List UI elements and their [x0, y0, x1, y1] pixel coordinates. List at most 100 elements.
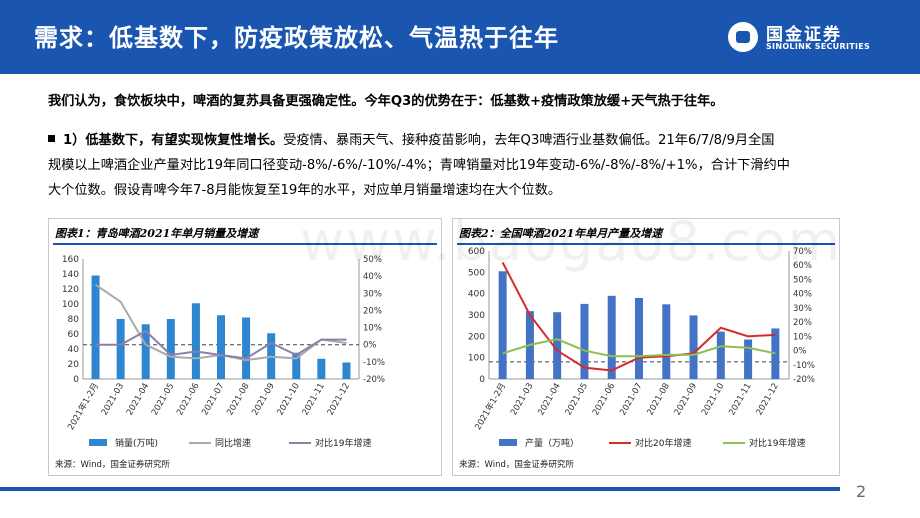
- y-tick-label-left: 500: [468, 268, 485, 278]
- bar: [662, 304, 671, 379]
- y-tick-label-right: -10%: [363, 358, 385, 368]
- x-tick-label: 2021-05: [150, 382, 176, 418]
- x-tick-label: 2021-10: [275, 382, 301, 418]
- bar: [317, 358, 326, 379]
- y-tick-label-left: 0: [73, 375, 79, 385]
- bar: [217, 315, 225, 379]
- y-tick-label-left: 200: [468, 332, 485, 342]
- bar: [342, 362, 351, 379]
- x-tick-label: 2021-09: [673, 382, 699, 418]
- legend-label: 同比增速: [215, 437, 251, 449]
- y-tick-label-right: -10%: [793, 361, 815, 371]
- y-tick-label-left: 40: [68, 345, 80, 355]
- bar: [580, 303, 589, 379]
- x-tick-label: 2021年1-2月: [65, 381, 101, 432]
- x-tick-label: 2021-07: [618, 382, 644, 418]
- logo-text-en: SINOLINK SECURITIES: [766, 42, 871, 51]
- y-tick-label-right: 50%: [793, 275, 812, 285]
- legend-label: 产量（万吨）: [525, 437, 579, 449]
- y-tick-label-right: 0%: [363, 341, 377, 351]
- slide-header: 需求：低基数下，防疫政策放松、气温热于往年 国金证券 SINOLINK SECU…: [0, 0, 920, 74]
- chart-title: 图表2：全国啤酒2021年单月产量及增速: [459, 227, 663, 240]
- bar: [166, 319, 175, 379]
- chart-national-output: 0 100 200 300 400 500 600 -20% -10% 0% 10% 20% 30% 40…: [468, 247, 815, 449]
- y-tick-label-left: 120: [62, 285, 79, 295]
- y-tick-label-right: 40%: [363, 272, 382, 282]
- y-tick-label-left: 80: [68, 315, 80, 325]
- series-line: [502, 338, 776, 358]
- y-tick-label-right: 10%: [793, 332, 812, 342]
- bar: [716, 331, 725, 379]
- x-tick-label: 2021-08: [645, 382, 671, 418]
- legend-label: 销量(万吨): [115, 437, 158, 449]
- y-tick-label-left: 160: [62, 255, 79, 265]
- y-tick-label-right: 60%: [793, 261, 812, 271]
- y-tick-label-right: 20%: [363, 306, 382, 316]
- y-tick-label-right: 70%: [793, 247, 812, 257]
- chart-source: 来源：Wind，国金证券研究所: [459, 460, 574, 470]
- title-underline: [53, 243, 437, 245]
- y-tick-label-right: -20%: [363, 375, 385, 385]
- y-tick-label-left: 140: [62, 270, 79, 280]
- legend-label: 对比20年增速: [635, 437, 691, 449]
- bar: [689, 315, 698, 379]
- bullet-line-1: 1）低基数下，有望实现恢复性增长。受疫情、暴雨天气、接种疫苗影响，去年Q3啤酒行…: [48, 128, 888, 153]
- legend-swatch-bar: [499, 439, 517, 446]
- x-tick-label: 2021-06: [591, 382, 617, 418]
- y-tick-label-right: -20%: [793, 375, 815, 385]
- x-tick-label: 2021-03: [100, 382, 126, 418]
- bullet-paragraph: 1）低基数下，有望实现恢复性增长。受疫情、暴雨天气、接种疫苗影响，去年Q3啤酒行…: [48, 128, 888, 203]
- x-tick-label: 2021-12: [326, 382, 352, 418]
- title-underline: [457, 243, 835, 245]
- y-tick-label-right: 50%: [363, 255, 382, 265]
- page-number: 2: [856, 482, 867, 501]
- x-tick-label: 2021-11: [727, 382, 753, 418]
- chart-panel-tsingtao: 图表1：青岛啤酒2021年单月销量及增速 0 20 40 60 80 100 120 140 1…: [48, 218, 442, 476]
- legend-swatch-bar: [89, 439, 107, 446]
- legend-label: 对比19年增速: [315, 437, 371, 449]
- y-tick-label-right: 30%: [363, 289, 382, 299]
- company-logo: 国金证券 SINOLINK SECURITIES: [728, 20, 888, 60]
- y-tick-label-left: 300: [468, 311, 485, 321]
- legend-label: 对比19年增速: [749, 437, 805, 449]
- y-tick-label-left: 100: [468, 354, 485, 364]
- chart-tsingtao-sales: 0 20 40 60 80 100 120 140 160 -20% -10% 0% 10% 20% 30%…: [62, 255, 385, 449]
- bar: [771, 328, 780, 379]
- x-tick-label: 2021-09: [250, 382, 276, 418]
- x-tick-label: 2021-12: [755, 382, 781, 418]
- bullet-line-2: 规模以上啤酒企业产量对比19年同口径变动-8%/-6%/-10%/-4%；青啤销…: [48, 158, 790, 173]
- x-tick-label: 2021-06: [175, 382, 201, 418]
- y-tick-label-right: 0%: [793, 347, 807, 357]
- y-tick-label-right: 20%: [793, 318, 812, 328]
- bar: [116, 319, 125, 379]
- y-tick-label-right: 10%: [363, 324, 382, 334]
- y-tick-label-left: 0: [479, 375, 485, 385]
- bar: [744, 339, 753, 379]
- x-tick-label: 2021-07: [200, 382, 226, 418]
- y-tick-label-right: 40%: [793, 290, 812, 300]
- chart-source: 来源：Wind，国金证券研究所: [55, 460, 170, 470]
- y-tick-label-left: 20: [68, 360, 80, 370]
- bullet-line-1-text: 受疫情、暴雨天气、接种疫苗影响，去年Q3啤酒行业基数偏低。21年6/7/8/9月…: [283, 133, 775, 148]
- x-tick-label: 2021-08: [225, 382, 251, 418]
- bar: [635, 297, 643, 379]
- chart-title: 图表1：青岛啤酒2021年单月销量及增速: [55, 227, 259, 240]
- series-line: [501, 261, 776, 372]
- y-tick-label-left: 100: [62, 300, 79, 310]
- bar: [91, 275, 100, 379]
- x-tick-label: 2021-11: [301, 382, 327, 418]
- y-tick-label-right: 30%: [793, 304, 812, 314]
- x-tick-label: 2021-03: [509, 382, 535, 418]
- y-tick-label-left: 400: [468, 290, 485, 300]
- bar: [191, 303, 200, 379]
- square-bullet-icon: [48, 135, 55, 142]
- series-line: [95, 329, 347, 360]
- bullet-line-3: 大个位数。假设青啤今年7-8月能恢复至19年的水平，对应单月销量增速均在大个位数…: [48, 183, 562, 198]
- x-tick-label: 2021-04: [125, 382, 151, 418]
- y-tick-label-left: 600: [468, 247, 485, 257]
- bar: [553, 312, 562, 379]
- bar: [242, 317, 251, 379]
- x-tick-label: 2021-05: [564, 382, 590, 418]
- summary-text: 我们认为，食饮板块中，啤酒的复苏具备更强确定性。今年Q3的优势在于：低基数+疫情…: [48, 94, 724, 109]
- logo-text-cn: 国金证券: [766, 25, 842, 45]
